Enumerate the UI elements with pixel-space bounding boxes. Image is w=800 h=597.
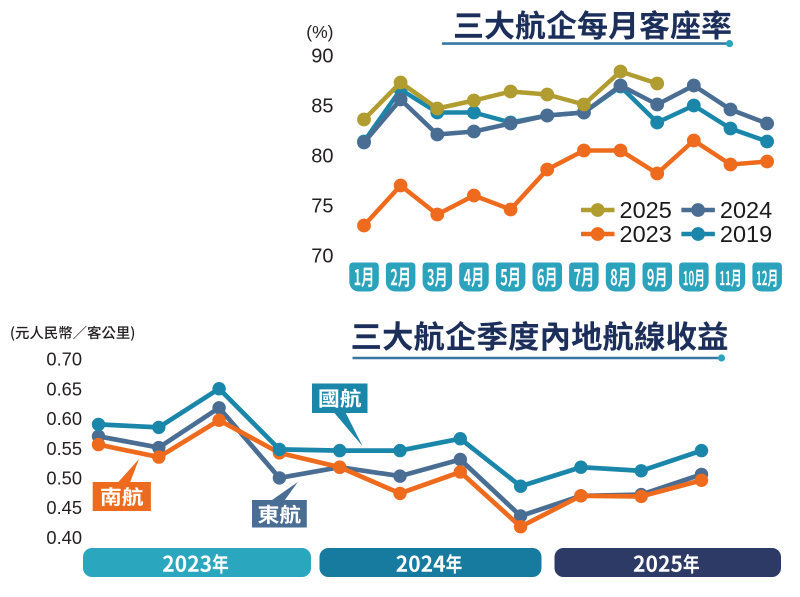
svg-text:2019: 2019 [720, 221, 772, 247]
svg-text:0.70: 0.70 [46, 349, 82, 370]
svg-text:2023: 2023 [620, 221, 672, 247]
svg-text:85: 85 [311, 96, 333, 118]
svg-text:2025: 2025 [620, 197, 672, 223]
svg-text:90: 90 [311, 46, 333, 68]
svg-text:(%): (%) [306, 22, 333, 42]
svg-text:0.60: 0.60 [46, 408, 82, 429]
svg-text:0.55: 0.55 [46, 438, 82, 459]
svg-text:0.65: 0.65 [46, 378, 82, 399]
svg-text:80: 80 [311, 146, 333, 168]
svg-text:0.50: 0.50 [46, 468, 82, 489]
svg-text:0.45: 0.45 [46, 497, 82, 518]
svg-text:0.40: 0.40 [46, 527, 82, 548]
svg-text:70: 70 [311, 246, 333, 268]
svg-text:2024: 2024 [720, 197, 772, 223]
svg-text:75: 75 [311, 196, 333, 218]
